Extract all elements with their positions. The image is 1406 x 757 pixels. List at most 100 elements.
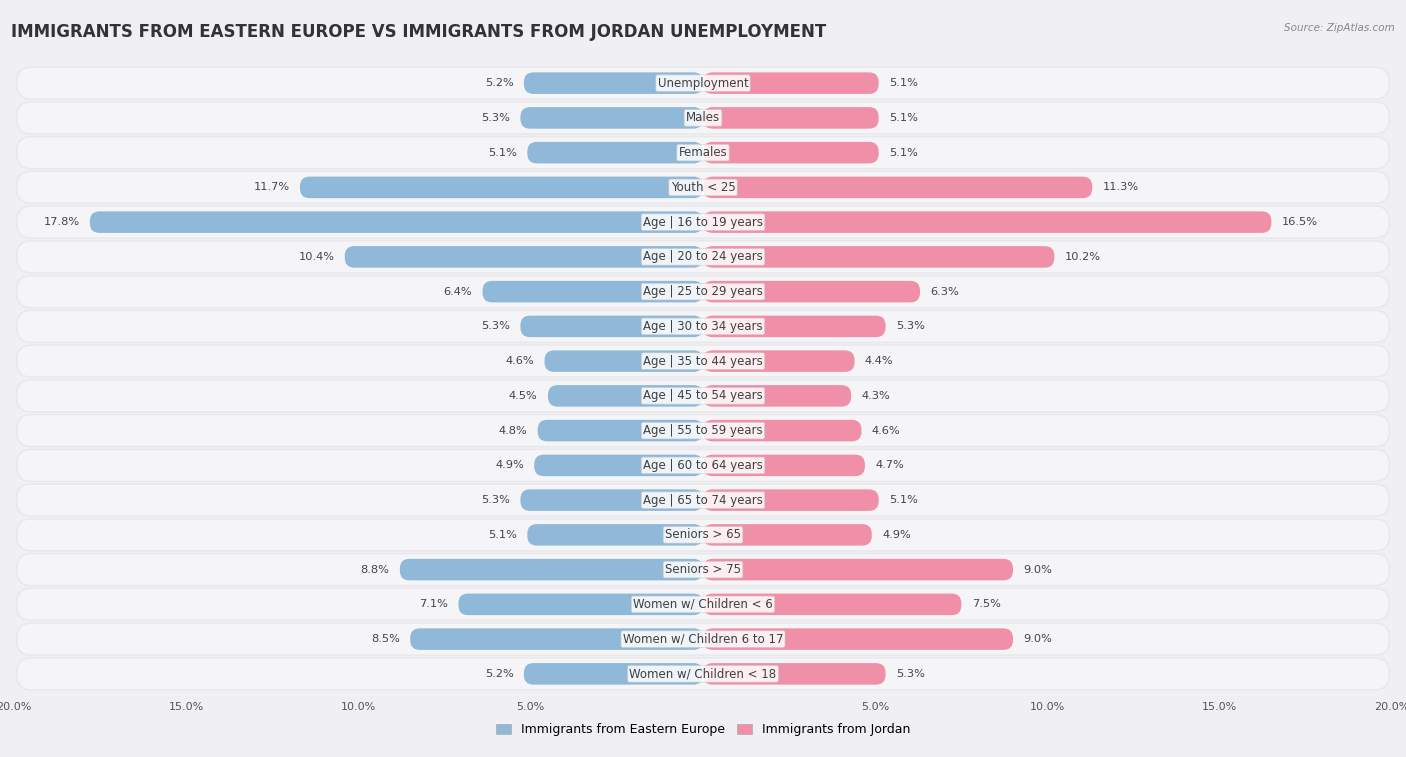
Text: 4.9%: 4.9% [495,460,524,470]
FancyBboxPatch shape [703,73,879,94]
FancyBboxPatch shape [15,449,1391,482]
Text: Unemployment: Unemployment [658,76,748,89]
FancyBboxPatch shape [411,628,703,650]
Text: Age | 16 to 19 years: Age | 16 to 19 years [643,216,763,229]
FancyBboxPatch shape [17,381,1389,411]
Text: 8.5%: 8.5% [371,634,399,644]
FancyBboxPatch shape [703,350,855,372]
Text: Females: Females [679,146,727,159]
Text: 5.1%: 5.1% [889,113,918,123]
FancyBboxPatch shape [17,346,1389,376]
FancyBboxPatch shape [17,484,1389,516]
Text: 9.0%: 9.0% [1024,565,1052,575]
Text: 10.4%: 10.4% [298,252,335,262]
FancyBboxPatch shape [17,624,1389,654]
FancyBboxPatch shape [17,137,1389,168]
FancyBboxPatch shape [17,589,1389,620]
FancyBboxPatch shape [703,142,879,164]
Text: 6.3%: 6.3% [931,287,959,297]
FancyBboxPatch shape [703,455,865,476]
FancyBboxPatch shape [15,344,1391,378]
FancyBboxPatch shape [15,484,1391,517]
Text: 4.7%: 4.7% [875,460,904,470]
Text: Age | 30 to 34 years: Age | 30 to 34 years [643,320,763,333]
Text: 4.6%: 4.6% [872,425,900,435]
Text: 9.0%: 9.0% [1024,634,1052,644]
FancyBboxPatch shape [15,205,1391,238]
FancyBboxPatch shape [299,176,703,198]
Text: Age | 60 to 64 years: Age | 60 to 64 years [643,459,763,472]
Text: 4.5%: 4.5% [509,391,537,401]
FancyBboxPatch shape [17,450,1389,481]
Text: 5.1%: 5.1% [488,148,517,157]
FancyBboxPatch shape [17,103,1389,133]
FancyBboxPatch shape [15,519,1391,552]
Text: Age | 45 to 54 years: Age | 45 to 54 years [643,389,763,403]
Text: Age | 25 to 29 years: Age | 25 to 29 years [643,285,763,298]
Text: 5.1%: 5.1% [889,148,918,157]
Text: Age | 20 to 24 years: Age | 20 to 24 years [643,251,763,263]
FancyBboxPatch shape [544,350,703,372]
Text: Women w/ Children < 6: Women w/ Children < 6 [633,598,773,611]
FancyBboxPatch shape [703,628,1012,650]
FancyBboxPatch shape [703,211,1271,233]
Text: Age | 35 to 44 years: Age | 35 to 44 years [643,354,763,368]
FancyBboxPatch shape [703,281,920,302]
FancyBboxPatch shape [520,489,703,511]
Text: Women w/ Children 6 to 17: Women w/ Children 6 to 17 [623,633,783,646]
Text: 11.3%: 11.3% [1102,182,1139,192]
Text: 4.9%: 4.9% [882,530,911,540]
FancyBboxPatch shape [17,554,1389,585]
Text: 7.1%: 7.1% [419,600,449,609]
FancyBboxPatch shape [703,593,962,615]
FancyBboxPatch shape [15,240,1391,273]
Text: 4.4%: 4.4% [865,356,894,366]
FancyBboxPatch shape [537,420,703,441]
Text: 5.2%: 5.2% [485,669,513,679]
Text: 5.3%: 5.3% [481,495,510,505]
FancyBboxPatch shape [703,663,886,684]
FancyBboxPatch shape [15,136,1391,170]
FancyBboxPatch shape [15,67,1391,100]
Text: IMMIGRANTS FROM EASTERN EUROPE VS IMMIGRANTS FROM JORDAN UNEMPLOYMENT: IMMIGRANTS FROM EASTERN EUROPE VS IMMIGR… [11,23,827,41]
Text: 5.3%: 5.3% [896,669,925,679]
Text: Males: Males [686,111,720,124]
Text: Seniors > 75: Seniors > 75 [665,563,741,576]
FancyBboxPatch shape [15,171,1391,204]
Text: 6.4%: 6.4% [443,287,472,297]
FancyBboxPatch shape [524,73,703,94]
FancyBboxPatch shape [527,524,703,546]
FancyBboxPatch shape [524,663,703,684]
Text: Seniors > 65: Seniors > 65 [665,528,741,541]
FancyBboxPatch shape [15,414,1391,447]
FancyBboxPatch shape [17,68,1389,98]
FancyBboxPatch shape [520,316,703,337]
FancyBboxPatch shape [482,281,703,302]
FancyBboxPatch shape [15,622,1391,656]
Legend: Immigrants from Eastern Europe, Immigrants from Jordan: Immigrants from Eastern Europe, Immigran… [491,718,915,741]
FancyBboxPatch shape [703,176,1092,198]
FancyBboxPatch shape [15,553,1391,586]
FancyBboxPatch shape [703,316,886,337]
FancyBboxPatch shape [15,587,1391,621]
Text: 11.7%: 11.7% [253,182,290,192]
Text: 5.2%: 5.2% [485,78,513,88]
FancyBboxPatch shape [527,142,703,164]
Text: 8.8%: 8.8% [361,565,389,575]
FancyBboxPatch shape [15,310,1391,343]
Text: Age | 55 to 59 years: Age | 55 to 59 years [643,424,763,437]
FancyBboxPatch shape [399,559,703,581]
Text: Women w/ Children < 18: Women w/ Children < 18 [630,668,776,681]
FancyBboxPatch shape [17,311,1389,341]
Text: 16.5%: 16.5% [1282,217,1317,227]
Text: 5.3%: 5.3% [896,322,925,332]
FancyBboxPatch shape [703,107,879,129]
FancyBboxPatch shape [703,524,872,546]
FancyBboxPatch shape [520,107,703,129]
FancyBboxPatch shape [17,659,1389,689]
FancyBboxPatch shape [15,101,1391,135]
FancyBboxPatch shape [15,275,1391,308]
Text: 5.1%: 5.1% [889,78,918,88]
Text: 5.1%: 5.1% [488,530,517,540]
Text: 4.8%: 4.8% [499,425,527,435]
